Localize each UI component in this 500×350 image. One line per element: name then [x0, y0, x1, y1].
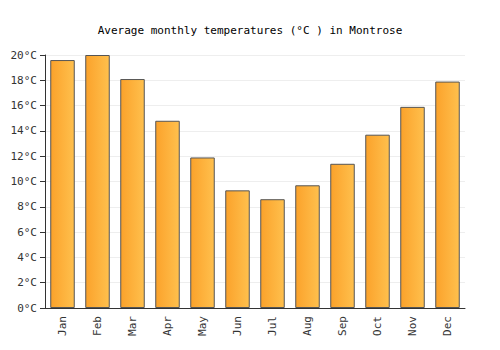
svg-text:16°C: 16°C: [11, 99, 38, 112]
svg-text:8°C: 8°C: [17, 200, 37, 213]
svg-text:Jul: Jul: [266, 316, 279, 336]
svg-text:Mar: Mar: [126, 316, 139, 336]
svg-text:14°C: 14°C: [11, 124, 38, 137]
svg-text:Oct: Oct: [371, 316, 384, 336]
svg-text:Aug: Aug: [301, 316, 314, 336]
svg-text:20°C: 20°C: [11, 49, 38, 62]
svg-text:Feb: Feb: [91, 316, 104, 336]
svg-text:Average monthly temperatures (: Average monthly temperatures (°C ) in Mo…: [98, 24, 403, 37]
svg-text:10°C: 10°C: [11, 175, 38, 188]
svg-text:4°C: 4°C: [17, 251, 37, 264]
svg-text:6°C: 6°C: [17, 226, 37, 239]
svg-text:May: May: [196, 316, 209, 336]
svg-text:Jun: Jun: [231, 316, 244, 336]
svg-text:Dec: Dec: [441, 316, 454, 336]
svg-text:0°C: 0°C: [17, 302, 37, 315]
svg-text:Jan: Jan: [56, 316, 69, 336]
svg-text:Sep: Sep: [336, 316, 349, 336]
svg-text:18°C: 18°C: [11, 74, 38, 87]
svg-text:Nov: Nov: [406, 316, 419, 336]
svg-text:Apr: Apr: [161, 316, 174, 336]
svg-text:12°C: 12°C: [11, 150, 38, 163]
svg-text:2°C: 2°C: [17, 276, 37, 289]
